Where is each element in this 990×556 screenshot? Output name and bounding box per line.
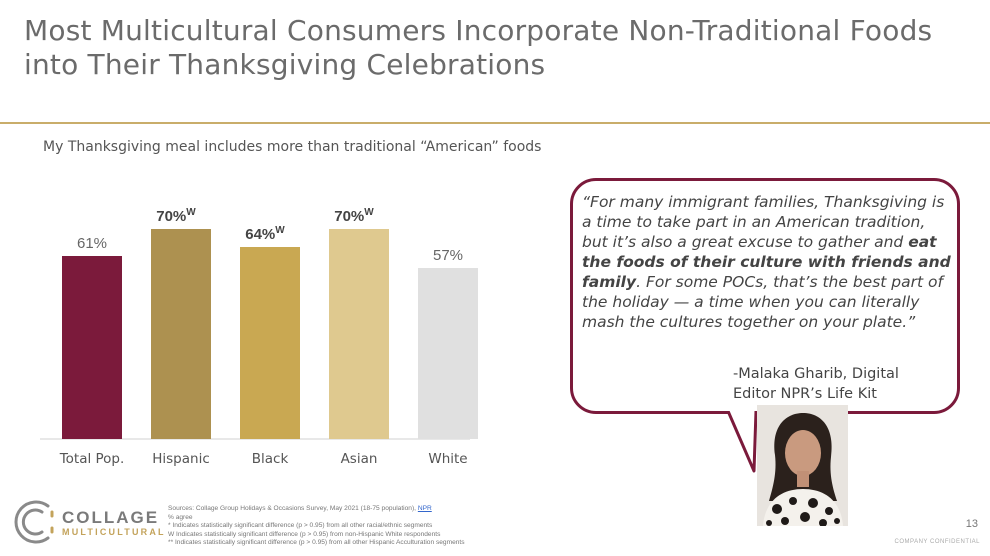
npr-link[interactable]: NPR [417, 505, 432, 512]
bar-chart: 61% Total Pop. 70%W Hispanic 64%W Black 70%W As… [40, 207, 478, 467]
category-label: Asian [341, 451, 378, 467]
sources-footnote: Sources: Collage Group Holidays & Occasi… [168, 505, 465, 547]
quote-text: “For many immigrant families, Thanksgivi… [582, 193, 951, 331]
category-label: Black [252, 451, 289, 467]
quote-bubble [570, 178, 960, 414]
data-label: 61% [77, 235, 107, 252]
quote-bubble-tail [726, 411, 758, 473]
quote-emphasis: eat the foods of their culture with frie… [582, 233, 951, 291]
bar-white [418, 268, 478, 439]
data-label: 70%W [334, 207, 374, 225]
author-photo [757, 405, 848, 526]
page-number: 13 [965, 518, 978, 530]
logo-wordmark: COLLAGE [62, 508, 160, 527]
logo-subtitle: MULTICULTURAL [62, 527, 166, 537]
data-label: 70%W [156, 207, 196, 225]
data-label: 57% [433, 247, 463, 264]
page-title: Most Multicultural Consumers Incorporate… [24, 14, 933, 81]
bar-hispanic [151, 229, 211, 439]
category-label: Hispanic [152, 451, 210, 467]
bar-black [240, 247, 300, 439]
title-divider [0, 122, 990, 124]
bar-asian [329, 229, 389, 439]
category-label: White [428, 451, 467, 467]
quote-attribution: -Malaka Gharib, Digital Editor NPR’s Lif… [733, 366, 899, 402]
bar-total-pop [62, 256, 122, 439]
chart-subtitle: My Thanksgiving meal includes more than … [43, 139, 542, 155]
confidential-label: COMPANY CONFIDENTIAL [894, 539, 980, 545]
data-label: 64%W [245, 225, 285, 243]
category-label: Total Pop. [59, 451, 125, 467]
collage-logo-icon [14, 500, 54, 544]
